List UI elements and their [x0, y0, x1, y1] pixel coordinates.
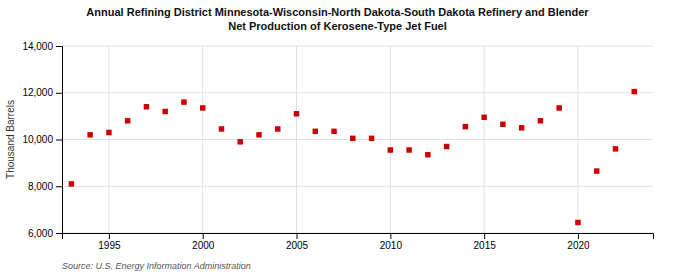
y-tick: 6,000	[28, 228, 62, 239]
point	[69, 181, 74, 186]
point	[237, 139, 242, 144]
points	[69, 89, 637, 225]
y-tick: 8,000	[28, 181, 62, 192]
point	[144, 104, 149, 109]
x-grid-line	[577, 46, 578, 233]
point	[350, 136, 355, 141]
point	[556, 105, 561, 110]
point	[500, 122, 505, 127]
point	[538, 118, 543, 123]
x-grid-line	[296, 46, 297, 233]
y-tick: 10,000	[22, 134, 62, 145]
x-grid-line	[108, 46, 109, 233]
x-grid-line	[484, 46, 485, 233]
point	[256, 132, 261, 137]
y-tick-mark	[56, 140, 62, 141]
y-grid-line	[62, 92, 653, 93]
point	[388, 147, 393, 152]
x-grid-line	[202, 46, 203, 233]
plot-area: 1995 2000 2005 2010 2015 2020 6,000 8,000 10,000…	[22, 41, 653, 251]
point	[294, 111, 299, 116]
point	[406, 147, 411, 152]
y-grid-line	[62, 186, 653, 187]
chart: 1995 2000 2005 2010 2015 2020 6,000 8,000 10,000…	[0, 0, 675, 275]
y-tick-mark	[56, 46, 62, 47]
y-tick-mark	[56, 93, 62, 94]
x-tick-mark	[203, 233, 204, 239]
x-tick-label: 2015	[474, 240, 497, 251]
point	[369, 136, 374, 141]
x-tick: 1995	[98, 233, 121, 251]
y-grid-line	[62, 139, 653, 140]
grid	[62, 46, 653, 233]
x-tick-label: 1995	[98, 240, 121, 251]
point	[125, 118, 130, 123]
point	[313, 129, 318, 134]
y-tick-mark	[56, 186, 62, 187]
y-tick-label: 10,000	[22, 134, 53, 145]
x-tick-mark	[297, 233, 298, 239]
point	[444, 144, 449, 149]
x-tick-label: 2005	[286, 240, 309, 251]
x-tick: 2020	[567, 233, 590, 251]
point	[463, 124, 468, 129]
x-tick: 2005	[286, 233, 309, 251]
point	[481, 115, 486, 120]
point	[87, 132, 92, 137]
y-tick-label: 8,000	[28, 181, 53, 192]
source-note: Source: U.S. Energy Information Administ…	[62, 261, 251, 271]
x-tick: 2010	[380, 233, 403, 251]
x-tick-mark	[390, 233, 391, 239]
title: Annual Refining District Minnesota-Wisco…	[86, 6, 589, 32]
point	[331, 129, 336, 134]
title-line: Net Production of Kerosene-Type Jet Fuel	[228, 20, 447, 32]
x-tick-mark	[109, 233, 110, 239]
y-tick-label: 6,000	[28, 228, 53, 239]
point	[613, 146, 618, 151]
x-grid-line	[390, 46, 391, 233]
x-axis: 1995 2000 2005 2010 2015 2020	[63, 233, 654, 251]
x-tick-mark	[484, 233, 485, 239]
point	[200, 105, 205, 110]
x-tick-label: 2000	[192, 240, 215, 251]
y-tick-label: 12,000	[22, 87, 53, 98]
title-line: Annual Refining District Minnesota-Wisco…	[86, 6, 589, 18]
y-tick: 14,000	[22, 41, 62, 52]
point	[425, 152, 430, 157]
y-axis-line	[56, 47, 63, 234]
point	[162, 109, 167, 114]
y-axis: 6,000 8,000 10,000 12,000 14,000	[22, 41, 62, 239]
x-tick-mark	[578, 233, 579, 239]
point	[519, 125, 524, 130]
x-tick-label: 2020	[567, 240, 590, 251]
x-tick: 2000	[192, 233, 215, 251]
y-tick-mark	[56, 233, 62, 234]
y-grid-line	[62, 46, 653, 47]
x-axis-line	[63, 234, 654, 240]
y-tick-label: 14,000	[22, 41, 53, 52]
x-tick-label: 2010	[380, 240, 403, 251]
point	[575, 220, 580, 225]
x-tick: 2015	[474, 233, 497, 251]
y-axis-title: Thousand Barrels	[5, 100, 16, 179]
point	[219, 126, 224, 131]
point	[275, 126, 280, 131]
point	[106, 130, 111, 135]
point	[181, 99, 186, 104]
y-tick: 12,000	[22, 87, 62, 98]
point	[631, 89, 636, 94]
point	[594, 168, 599, 173]
